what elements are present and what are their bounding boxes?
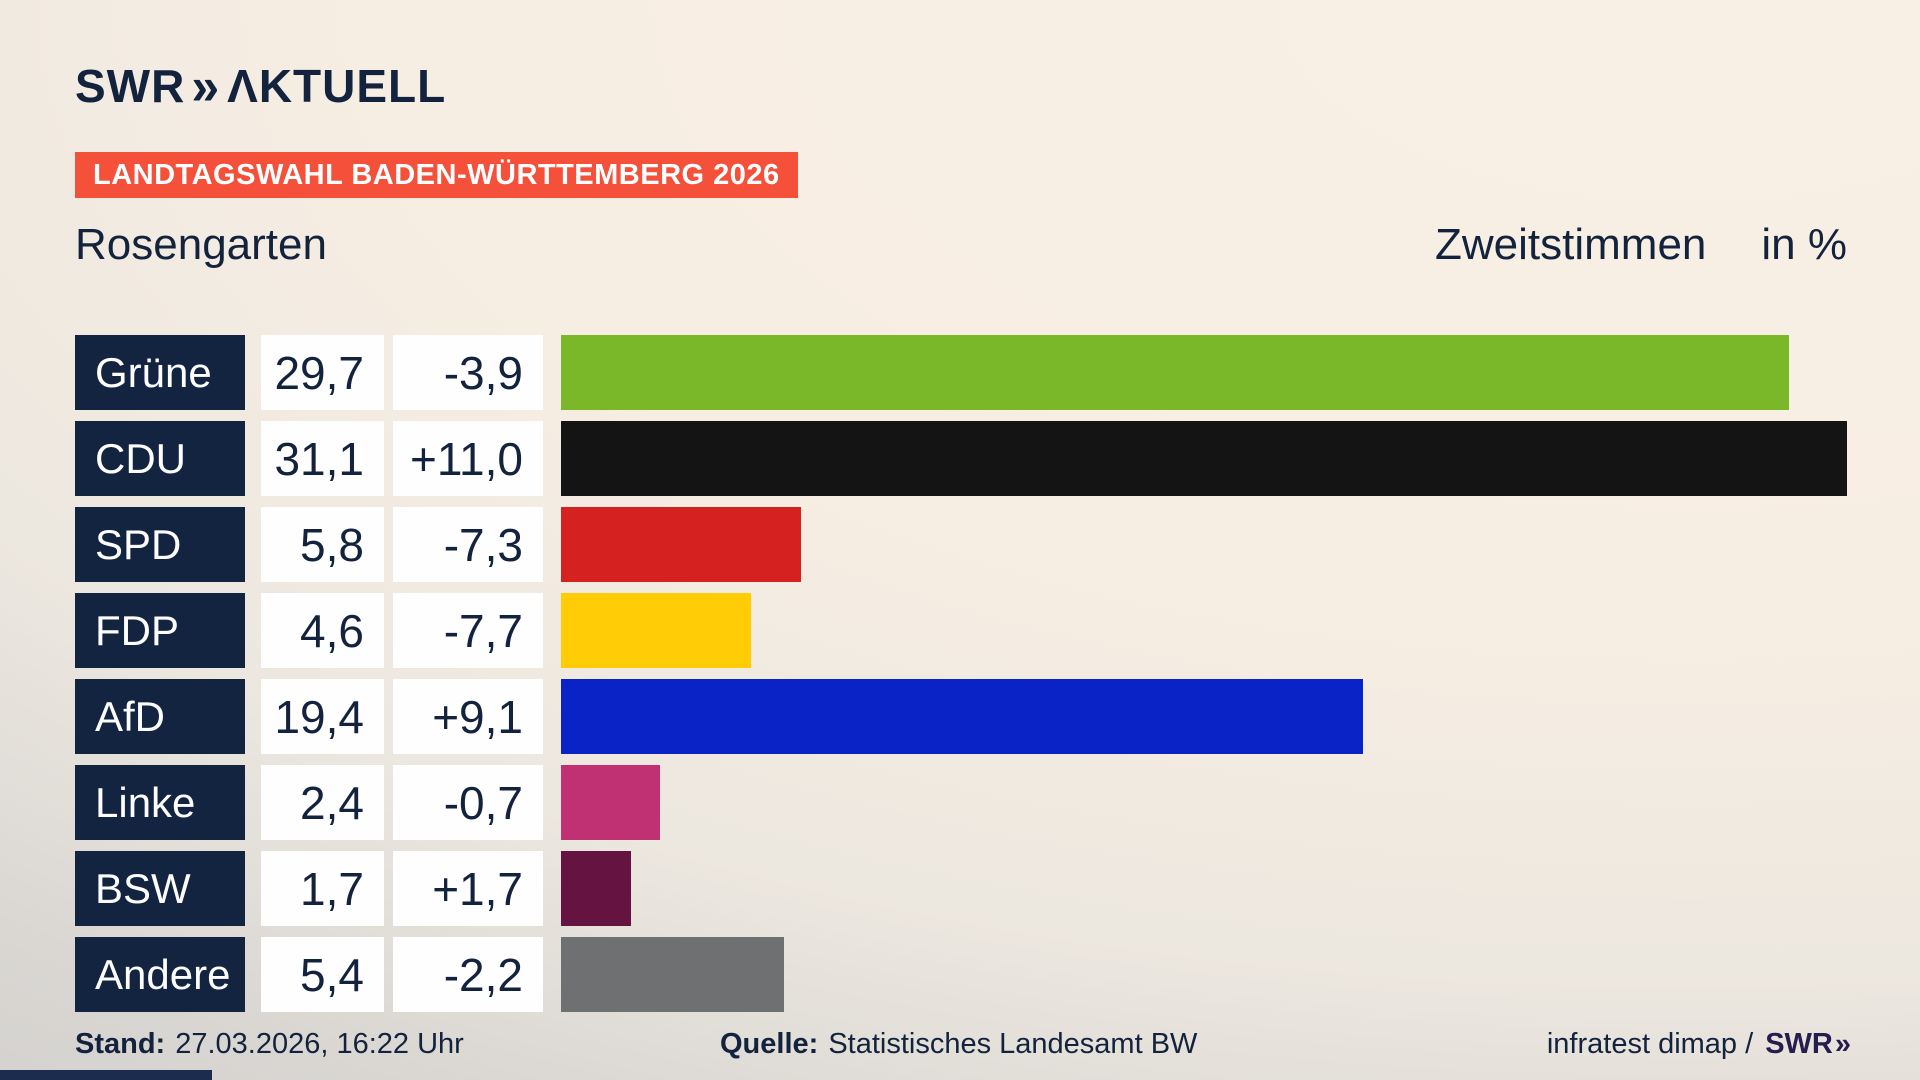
party-label: Grüne xyxy=(75,335,245,410)
election-banner: LANDTAGSWAHL BADEN-WÜRTTEMBERG 2026 xyxy=(75,152,798,198)
party-label: AfD xyxy=(75,679,245,754)
source-info: Quelle: Statistisches Landesamt BW xyxy=(720,1028,1197,1061)
bar-track xyxy=(561,335,1847,410)
bar xyxy=(561,937,785,1012)
chart-row: BSW 1,7 +1,7 xyxy=(75,851,1847,926)
logo-chevrons-icon: » xyxy=(191,56,219,116)
source-label: Quelle: xyxy=(720,1028,819,1060)
footer-logo-chevrons-icon: » xyxy=(1834,1028,1851,1060)
bottom-left-accent xyxy=(0,1070,212,1080)
value-cell: 4,6 xyxy=(261,593,384,668)
chart-row: Andere 5,4 -2,2 xyxy=(75,937,1847,1012)
change-cell: -7,7 xyxy=(393,593,543,668)
bar xyxy=(561,421,1847,496)
stand-value: 27.03.2026, 16:22 Uhr xyxy=(175,1028,464,1060)
credit-text: infratest dimap / xyxy=(1546,1028,1754,1060)
party-label: Linke xyxy=(75,765,245,840)
value-cell: 5,4 xyxy=(261,937,384,1012)
bar-track xyxy=(561,593,1847,668)
party-label: FDP xyxy=(75,593,245,668)
value-cell: 1,7 xyxy=(261,851,384,926)
stand-label: Stand: xyxy=(75,1028,166,1060)
change-cell: -7,3 xyxy=(393,507,543,582)
value-cell: 29,7 xyxy=(261,335,384,410)
bar xyxy=(561,679,1364,754)
measure-title: Zweitstimmen in % xyxy=(1435,218,1847,272)
bar-track xyxy=(561,421,1847,496)
swr-aktuell-logo: SWR » ΛKTUELL xyxy=(75,56,447,116)
party-label: SPD xyxy=(75,507,245,582)
logo-product-text: ΛKTUELL xyxy=(227,60,447,112)
credit-info: infratest dimap / SWR » xyxy=(1546,1028,1851,1061)
bar-track xyxy=(561,937,1847,1012)
change-cell: +1,7 xyxy=(393,851,543,926)
logo-swr-text: SWR xyxy=(75,60,186,112)
bar xyxy=(561,593,752,668)
title-row: Rosengarten Zweitstimmen in % xyxy=(75,218,1847,272)
bar xyxy=(561,765,661,840)
chart-row: CDU 31,1 +11,0 xyxy=(75,421,1847,496)
bar-track xyxy=(561,679,1847,754)
party-label: CDU xyxy=(75,421,245,496)
party-label: Andere xyxy=(75,937,245,1012)
stand-info: Stand: 27.03.2026, 16:22 Uhr xyxy=(75,1028,464,1061)
change-cell: -3,9 xyxy=(393,335,543,410)
bar xyxy=(561,335,1790,410)
footer: Stand: 27.03.2026, 16:22 Uhr Quelle: Sta… xyxy=(0,1028,1920,1068)
bar xyxy=(561,507,801,582)
unit-label: in % xyxy=(1761,220,1847,269)
footer-logo-swr-text: SWR xyxy=(1765,1028,1833,1060)
swr-footer-logo: SWR » xyxy=(1765,1028,1851,1061)
value-cell: 5,8 xyxy=(261,507,384,582)
bar-chart: Grüne 29,7 -3,9 CDU 31,1 +11,0 SPD 5,8 -… xyxy=(75,335,1847,1012)
change-cell: -2,2 xyxy=(393,937,543,1012)
change-cell: +11,0 xyxy=(393,421,543,496)
change-cell: -0,7 xyxy=(393,765,543,840)
banner-text: LANDTAGSWAHL BADEN-WÜRTTEMBERG 2026 xyxy=(93,158,780,191)
measure-label: Zweitstimmen xyxy=(1435,220,1707,269)
chart-row: SPD 5,8 -7,3 xyxy=(75,507,1847,582)
value-cell: 31,1 xyxy=(261,421,384,496)
party-label: BSW xyxy=(75,851,245,926)
value-cell: 2,4 xyxy=(261,765,384,840)
bar-track xyxy=(561,851,1847,926)
bar xyxy=(561,851,632,926)
value-cell: 19,4 xyxy=(261,679,384,754)
source-value: Statistisches Landesamt BW xyxy=(828,1028,1198,1060)
page-title: Rosengarten xyxy=(75,220,327,269)
chart-row: FDP 4,6 -7,7 xyxy=(75,593,1847,668)
chart-row: Grüne 29,7 -3,9 xyxy=(75,335,1847,410)
change-cell: +9,1 xyxy=(393,679,543,754)
bar-track xyxy=(561,507,1847,582)
bar-track xyxy=(561,765,1847,840)
chart-row: AfD 19,4 +9,1 xyxy=(75,679,1847,754)
chart-row: Linke 2,4 -0,7 xyxy=(75,765,1847,840)
